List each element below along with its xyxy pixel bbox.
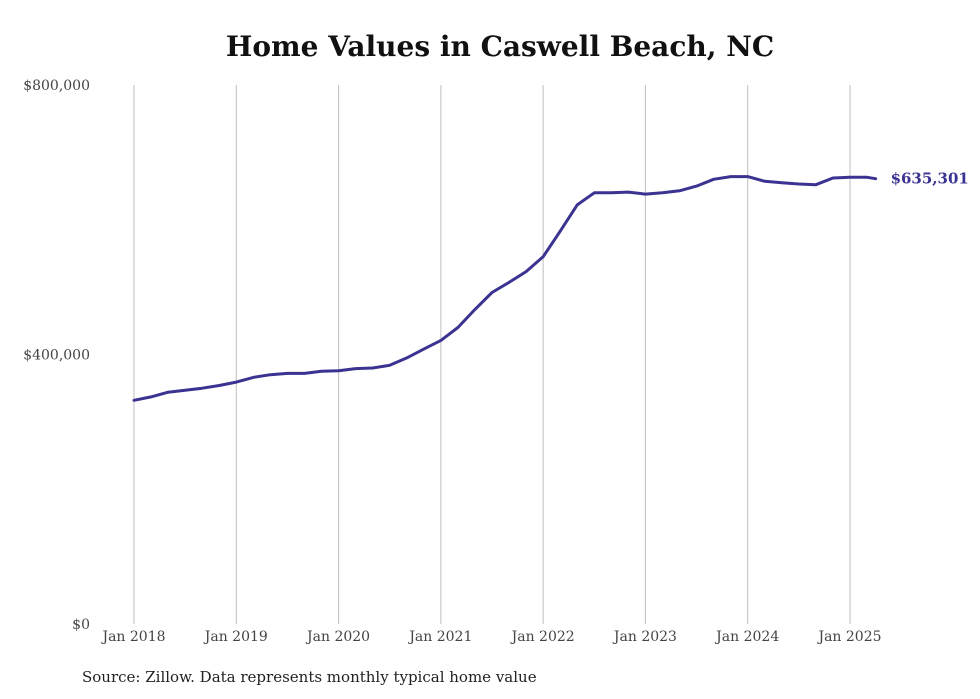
y-tick-label: $400,000 bbox=[23, 348, 90, 364]
series-line bbox=[132, 175, 878, 402]
x-tick-label: Jan 2025 bbox=[816, 629, 881, 645]
x-tick-label: Jan 2022 bbox=[510, 629, 575, 645]
source-note: Source: Zillow. Data represents monthly … bbox=[82, 668, 537, 686]
chart-title: Home Values in Caswell Beach, NC bbox=[225, 30, 775, 63]
x-tick-label: Jan 2021 bbox=[407, 629, 472, 645]
axis-labels: Jan 2018 Jan 2019 Jan 2020 Jan 2021 Jan 2022… bbox=[23, 78, 881, 645]
y-tick-label: $0 bbox=[72, 617, 90, 633]
x-tick-label: Jan 2024 bbox=[714, 629, 779, 645]
x-tick-label: Jan 2020 bbox=[305, 629, 370, 645]
end-value-label: $635,301 bbox=[891, 170, 969, 188]
x-tick-label: Jan 2019 bbox=[203, 629, 268, 645]
series-layer: $635,301 bbox=[132, 170, 969, 402]
y-tick-label: $800,000 bbox=[23, 78, 90, 94]
x-tick-label: Jan 2023 bbox=[612, 629, 677, 645]
x-tick-label: Jan 2018 bbox=[100, 629, 165, 645]
gridlines bbox=[133, 85, 851, 624]
